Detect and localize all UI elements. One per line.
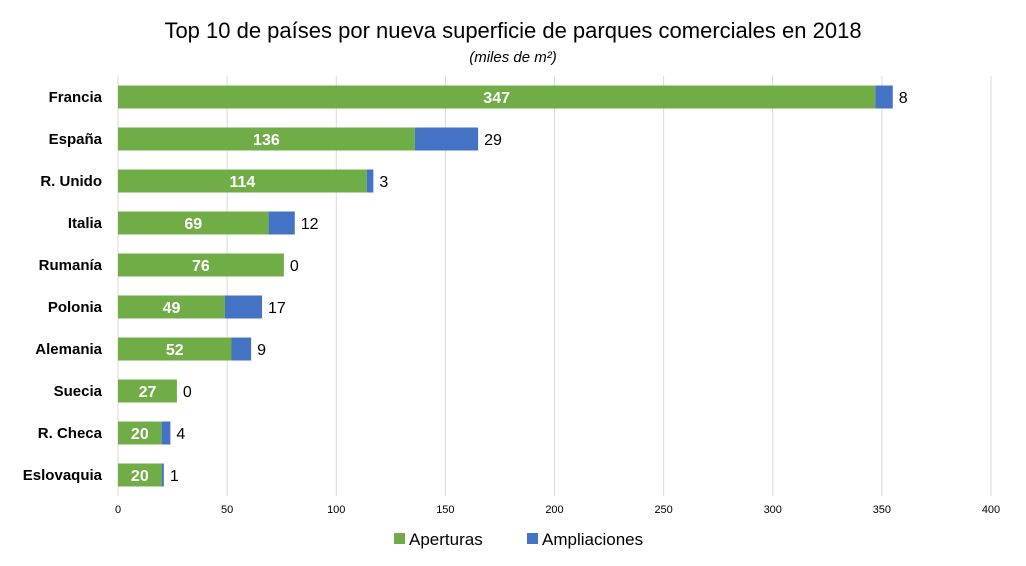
x-tick-label: 250 (654, 504, 672, 516)
category-label: Polonia (48, 299, 103, 316)
category-label: Eslovaquia (23, 467, 103, 484)
x-tick-label: 0 (115, 504, 121, 516)
chart-subtitle: (miles de m²) (469, 49, 557, 66)
data-label-ampliaciones: 0 (183, 384, 192, 401)
data-label-aperturas: 114 (229, 174, 255, 191)
data-label-aperturas: 52 (166, 342, 184, 359)
legend: Aperturas Ampliaciones (394, 530, 643, 549)
data-label-ampliaciones: 9 (257, 342, 266, 359)
bar-aperturas (118, 127, 415, 151)
data-label-ampliaciones: 17 (268, 300, 286, 317)
legend-swatch (527, 533, 538, 544)
bar-ampliaciones (414, 127, 479, 151)
x-tick-label: 350 (873, 504, 891, 516)
legend-swatch (394, 533, 405, 544)
x-axis-ticks: 0 50 100 150 200 250 300 350 400 (115, 504, 1000, 516)
bar-aperturas (118, 295, 225, 319)
x-tick-label: 200 (545, 504, 563, 516)
bar-ampliaciones (224, 295, 263, 319)
category-label: Francia (49, 89, 103, 106)
category-label: R. Unido (40, 173, 102, 190)
bar-aperturas (118, 337, 232, 361)
data-label-ampliaciones: 0 (290, 258, 299, 275)
category-label: Alemania (35, 341, 102, 358)
bar-ampliaciones (875, 85, 893, 109)
bar-aperturas (118, 85, 876, 109)
category-label: España (49, 131, 103, 148)
category-labels: Francia España R. Unido Italia Rumanía Poloni… (23, 89, 103, 484)
x-tick-label: 50 (221, 504, 233, 516)
data-label-ampliaciones: 4 (176, 426, 185, 443)
data-label-aperturas: 20 (131, 426, 149, 443)
data-label-ampliaciones: 3 (379, 174, 388, 191)
x-tick-label: 150 (436, 504, 454, 516)
data-label-aperturas: 76 (192, 258, 210, 275)
bar-aperturas (118, 421, 162, 445)
x-tick-label: 400 (982, 504, 1000, 516)
legend-label: Ampliaciones (542, 530, 643, 549)
category-label: Italia (68, 215, 103, 232)
bar-aperturas (118, 253, 284, 277)
legend-label: Aperturas (409, 530, 483, 549)
bar-aperturas (118, 211, 269, 235)
data-label-aperturas: 69 (184, 216, 202, 233)
bar-ampliaciones (161, 421, 171, 445)
bar-aperturas (118, 169, 367, 193)
bar-aperturas (118, 379, 177, 403)
chart-title: Top 10 de países por nueva superficie de… (164, 18, 861, 43)
bar-ampliaciones (161, 463, 164, 487)
category-label: Rumanía (39, 257, 103, 274)
bar-ampliaciones (268, 211, 295, 235)
x-tick-label: 100 (327, 504, 345, 516)
data-label-ampliaciones: 12 (301, 216, 319, 233)
data-label-ampliaciones: 8 (899, 90, 908, 107)
data-label-aperturas: 136 (253, 132, 280, 149)
data-label-ampliaciones: 29 (484, 132, 502, 149)
bars: 347 8 136 29 114 3 69 12 76 0 49 17 52 9 27 0 20 4 20 1 (118, 85, 908, 487)
data-label-aperturas: 20 (131, 468, 149, 485)
x-tick-label: 300 (764, 504, 782, 516)
category-label: R. Checa (38, 425, 103, 442)
data-label-aperturas: 49 (163, 300, 181, 317)
bar-ampliaciones (366, 169, 374, 193)
category-label: Suecia (54, 383, 103, 400)
bar-aperturas (118, 463, 162, 487)
data-label-aperturas: 347 (483, 90, 510, 107)
data-label-aperturas: 27 (139, 384, 157, 401)
data-label-ampliaciones: 1 (170, 468, 179, 485)
bar-ampliaciones (231, 337, 252, 361)
